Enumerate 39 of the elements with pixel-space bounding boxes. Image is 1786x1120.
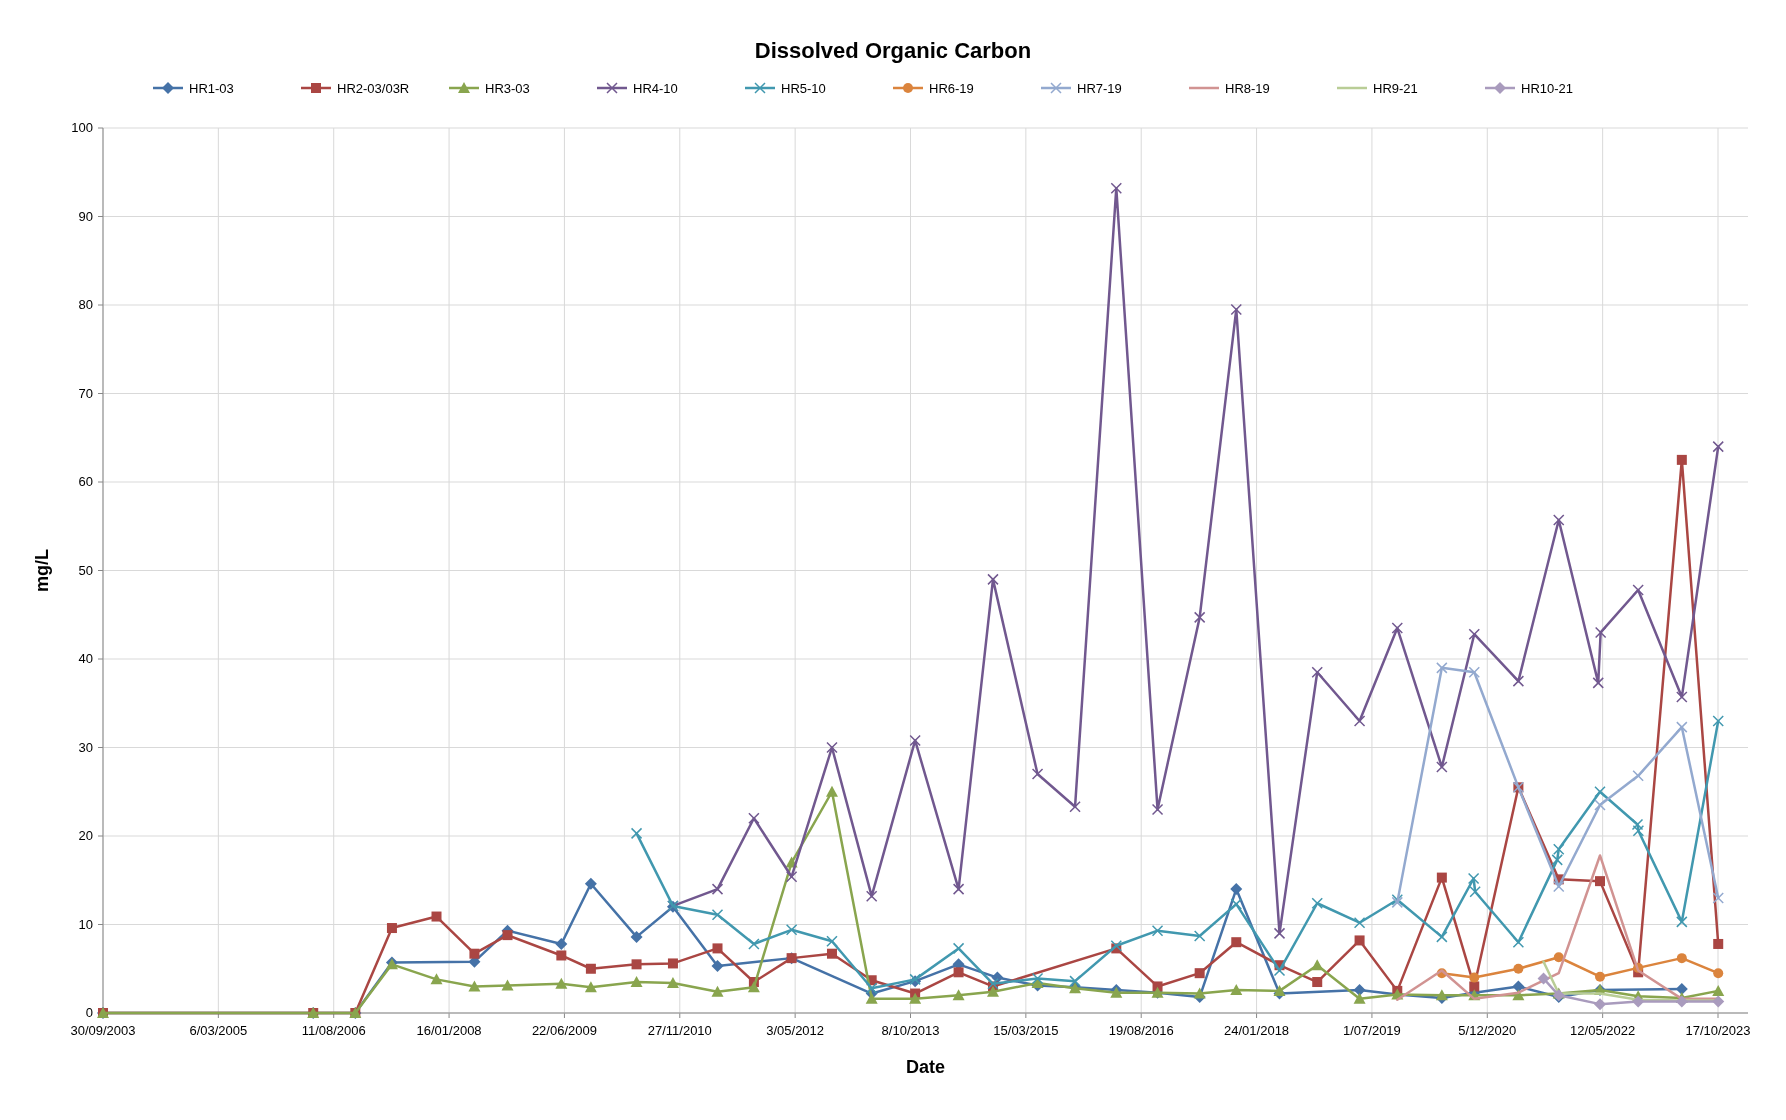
x-tick-label: 17/10/2023 xyxy=(1685,1023,1751,1038)
x-tick-label: 19/08/2016 xyxy=(1108,1023,1174,1038)
chart-title: Dissolved Organic Carbon xyxy=(754,38,1032,63)
y-tick-label: 90 xyxy=(78,208,93,224)
y-tick-label: 30 xyxy=(78,739,93,755)
x-axis-title: Date xyxy=(905,1057,946,1077)
x-tick-label: 15/03/2015 xyxy=(993,1023,1059,1038)
legend-label: HR7-19 xyxy=(1077,81,1122,96)
x-tick-label: 16/01/2008 xyxy=(416,1023,482,1038)
legend-label: HR4-10 xyxy=(633,81,678,96)
legend-label: HR2-03/03R xyxy=(337,81,410,96)
x-tick-label: 30/09/2003 xyxy=(70,1023,136,1038)
x-tick-label: 11/08/2006 xyxy=(301,1023,366,1038)
legend-label: HR8-19 xyxy=(1225,81,1270,96)
legend-label: HR5-10 xyxy=(781,81,826,96)
x-tick-label: 1/07/2019 xyxy=(1343,1023,1401,1038)
y-tick-label: 80 xyxy=(78,297,93,312)
y-tick-label: 70 xyxy=(78,385,93,401)
y-tick-label: 0 xyxy=(85,1005,93,1020)
legend-label: HR9-21 xyxy=(1373,81,1418,96)
x-tick-label: 27/11/2010 xyxy=(647,1023,712,1038)
y-tick-label: 100 xyxy=(71,120,93,135)
x-tick-label: 3/05/2012 xyxy=(766,1023,825,1038)
y-tick-label: 10 xyxy=(78,916,93,932)
legend-label: HR6-19 xyxy=(929,81,974,96)
x-tick-label: 5/12/2020 xyxy=(1458,1023,1517,1038)
x-tick-label: 8/10/2013 xyxy=(881,1023,940,1038)
y-tick-label: 60 xyxy=(78,474,93,489)
y-tick-label: 40 xyxy=(78,651,93,666)
x-tick-label: 22/06/2009 xyxy=(531,1023,597,1038)
x-tick-label: 24/01/2018 xyxy=(1224,1023,1290,1038)
legend-label: HR1-03 xyxy=(189,81,234,96)
legend-label: HR3-03 xyxy=(485,81,530,96)
x-tick-label: 12/05/2022 xyxy=(1570,1023,1636,1038)
x-tick-label: 6/03/2005 xyxy=(189,1023,248,1038)
y-tick-label: 20 xyxy=(78,828,93,843)
legend-label: HR10-21 xyxy=(1521,81,1574,96)
y-tick-label: 50 xyxy=(78,562,93,578)
y-axis-title: mg/L xyxy=(32,549,52,592)
